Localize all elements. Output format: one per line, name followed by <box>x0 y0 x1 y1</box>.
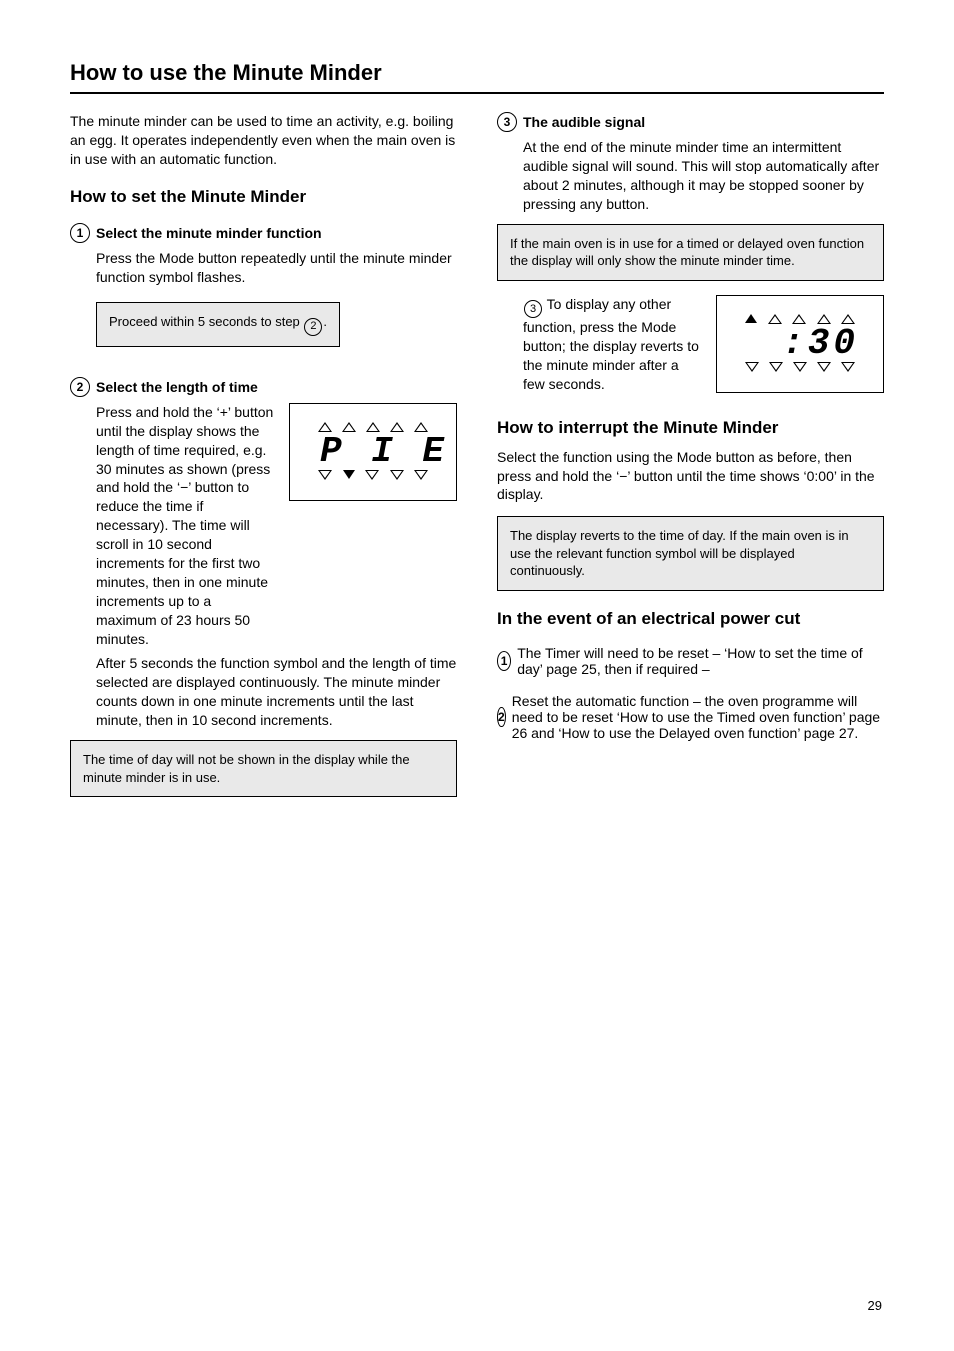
triangle-up-icon <box>745 314 757 323</box>
triangle-down-icon <box>817 362 831 372</box>
step-3-text: At the end of the minute minder time an … <box>523 138 884 214</box>
lcd-text-pie: P I E <box>314 432 432 470</box>
section-heading-interrupt: How to interrupt the Minute Minder <box>497 418 884 438</box>
interrupt-body: Select the function using the Mode butto… <box>497 448 884 505</box>
triangle-down-icon <box>745 362 759 372</box>
right-column: 3 The audible signal At the end of the m… <box>497 112 884 811</box>
lcd-bottom-indicators <box>314 470 432 480</box>
triangle-down-icon <box>769 362 783 372</box>
triangle-down-icon <box>414 470 428 480</box>
triangle-up-icon <box>792 314 806 324</box>
note-proceed-tail: . <box>323 314 327 329</box>
lcd-top-indicators <box>314 422 432 432</box>
triangle-down-icon <box>841 362 855 372</box>
power-step-2-text: Reset the automatic function – the oven … <box>512 693 884 741</box>
triangle-down-icon <box>390 470 404 480</box>
page: How to use the Minute Minder The minute … <box>0 0 954 1351</box>
section-heading-set-minder: How to set the Minute Minder <box>70 187 457 207</box>
triangle-up-icon <box>768 314 782 324</box>
note-interrupt-reverts: The display reverts to the time of day. … <box>497 516 884 591</box>
note-time-of-day-hidden: The time of day will not be shown in the… <box>70 740 457 797</box>
step-1-body: Press the Mode button repeatedly until t… <box>96 249 457 287</box>
step-2-text-b: After 5 seconds the function symbol and … <box>96 654 457 730</box>
left-column: The minute minder can be used to time an… <box>70 112 457 811</box>
triangle-up-icon <box>841 314 855 324</box>
power-step-2-icon: 2 <box>497 707 506 727</box>
step-2-heading: 2 Select the length of time <box>70 377 457 397</box>
power-step-1-icon: 1 <box>497 651 511 671</box>
page-title: How to use the Minute Minder <box>70 60 884 94</box>
triangle-up-icon <box>414 422 428 432</box>
step-1-text: Press the Mode button repeatedly until t… <box>96 249 457 287</box>
step-3-lcd-note-text: To display any other function, press the… <box>523 296 699 392</box>
page-number: 29 <box>868 1298 882 1313</box>
note-main-oven-display: If the main oven is in use for a timed o… <box>497 224 884 281</box>
note-step2-ref-icon: 2 <box>304 318 322 336</box>
step-2-text-a: Press and hold the ‘+’ button until the … <box>96 403 275 649</box>
lcd-text-30: :30 <box>741 324 859 362</box>
lcd-display-30: :30 <box>716 295 884 393</box>
triangle-down-icon <box>343 470 355 479</box>
triangle-up-icon <box>817 314 831 324</box>
triangle-down-icon <box>793 362 807 372</box>
power-step-1-text: The Timer will need to be reset – ‘How t… <box>517 645 884 677</box>
lcd-bottom-indicators <box>741 362 859 372</box>
step-2-body: Press and hold the ‘+’ button until the … <box>96 403 457 730</box>
step-2-title: Select the length of time <box>96 379 258 395</box>
triangle-up-icon <box>390 422 404 432</box>
step-3-title: The audible signal <box>523 114 645 130</box>
step-3-lcd-note: 3 To display any other function, press t… <box>523 295 702 394</box>
step-number-2-icon: 2 <box>70 377 90 397</box>
triangle-up-icon <box>342 422 356 432</box>
step-1-title: Select the minute minder function <box>96 225 322 241</box>
step-1-heading: 1 Select the minute minder function <box>70 223 457 243</box>
step-number-3-icon: 3 <box>497 112 517 132</box>
power-cut-step-2: 2 Reset the automatic function – the ove… <box>497 693 884 741</box>
power-cut-step-1: 1 The Timer will need to be reset – ‘How… <box>497 645 884 677</box>
note-proceed-text: Proceed within 5 seconds to step <box>109 314 303 329</box>
lcd-display-pie: P I E <box>289 403 457 501</box>
triangle-up-icon <box>318 422 332 432</box>
two-column-layout: The minute minder can be used to time an… <box>70 112 884 811</box>
step-3-ref-icon: 3 <box>524 300 542 318</box>
step-3-body: At the end of the minute minder time an … <box>523 138 884 400</box>
triangle-down-icon <box>318 470 332 480</box>
step-3-heading: 3 The audible signal <box>497 112 884 132</box>
intro-paragraph: The minute minder can be used to time an… <box>70 112 457 169</box>
section-heading-power-cut: In the event of an electrical power cut <box>497 609 884 629</box>
triangle-down-icon <box>365 470 379 480</box>
triangle-up-icon <box>366 422 380 432</box>
note-proceed-5s: Proceed within 5 seconds to step 2. <box>96 302 340 346</box>
step-number-1-icon: 1 <box>70 223 90 243</box>
